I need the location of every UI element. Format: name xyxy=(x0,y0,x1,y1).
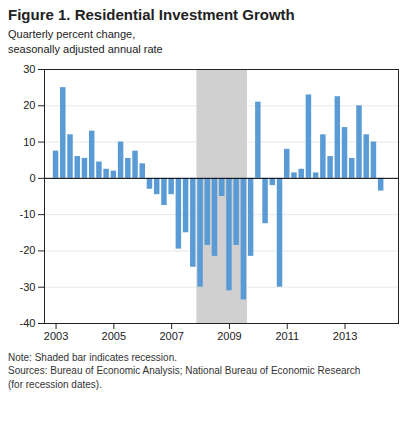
svg-text:30: 30 xyxy=(23,63,35,75)
svg-text:2013: 2013 xyxy=(333,330,357,342)
svg-text:-20: -20 xyxy=(20,244,36,256)
svg-text:20: 20 xyxy=(23,99,35,111)
svg-text:0: 0 xyxy=(29,172,35,184)
svg-text:-40: -40 xyxy=(20,317,36,329)
svg-text:2011: 2011 xyxy=(275,330,299,342)
svg-text:2007: 2007 xyxy=(159,330,183,342)
svg-text:2005: 2005 xyxy=(102,330,126,342)
svg-text:-10: -10 xyxy=(20,208,36,220)
svg-text:10: 10 xyxy=(23,135,35,147)
html-text:Quarterly percent change, seas: Quarterly percent change, seasonally adj… xyxy=(8,28,163,55)
svg-text:2003: 2003 xyxy=(44,330,68,342)
svg-text:-30: -30 xyxy=(20,280,36,292)
html-text:Note: Shaded bar indicates rec: Note: Shaded bar indicates recession. So… xyxy=(8,351,361,390)
html-text:Figure 1. Residential Investme: Figure 1. Residential Investment Growth xyxy=(8,6,295,23)
svg-text:2009: 2009 xyxy=(217,330,241,342)
